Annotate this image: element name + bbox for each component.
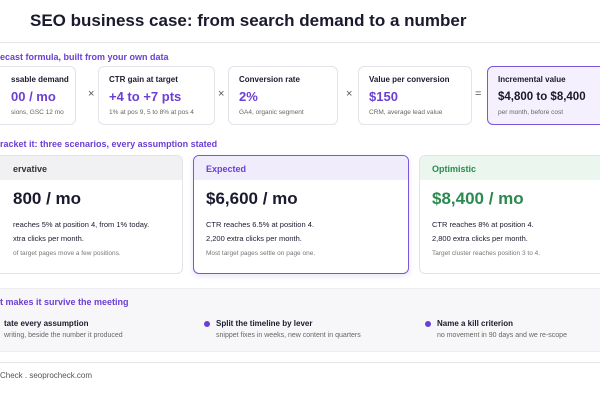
tip-text: writing, beside the number it produced	[4, 332, 123, 339]
card-label: Incremental value	[498, 75, 566, 84]
card-note: GA4, organic segment	[239, 109, 304, 116]
scenario-value: $8,400 / mo	[432, 189, 524, 208]
card-value: +4 to +7 pts	[109, 89, 182, 104]
card-value: 2%	[239, 89, 258, 104]
operator: ×	[346, 88, 353, 100]
operator: ×	[218, 88, 225, 100]
scenario-name: Optimistic	[420, 156, 600, 180]
scenario-value: 800 / mo	[13, 189, 82, 208]
scenario-card: Expected $6,600 / mo CTR reaches 6.5% at p…	[193, 155, 409, 274]
card-value: $150	[369, 89, 398, 104]
card-label: Conversion rate	[239, 75, 300, 84]
title: SEO business case: from search demand to…	[30, 11, 467, 30]
section-heading: t makes it survive the meeting	[0, 297, 129, 307]
formula-card: Value per conversion $150 CRM, average lea…	[358, 66, 472, 125]
card-note: 1% at pos 9, 5 to 8% at pos 4	[109, 109, 194, 116]
card-label: CTR gain at target	[109, 75, 178, 84]
scenario-note: Target cluster reaches position 3 to 4.	[432, 250, 541, 257]
scenario-line: CTR reaches 6.5% at position 4.	[206, 220, 314, 229]
card-label: ssable demand	[11, 75, 69, 84]
tips-panel	[0, 288, 600, 352]
scenario-card: ervative 800 / mo reaches 5% at position 4…	[0, 155, 183, 274]
card-note: per month, before cost	[498, 109, 564, 116]
card-note: CRM, average lead value	[369, 109, 443, 116]
formula-card: Conversion rate 2% GA4, organic segment	[228, 66, 338, 125]
scenario-line: CTR reaches 8% at position 4.	[432, 220, 534, 229]
section-heading: ecast formula, built from your own data	[0, 52, 169, 62]
scenario-note: Most target pages settle on page one.	[206, 250, 316, 257]
scenario-note: of target pages move a few positions.	[13, 250, 121, 257]
operator: ×	[88, 88, 95, 100]
scenario-line: xtra clicks per month.	[13, 234, 84, 243]
divider	[0, 42, 600, 43]
scenario-line: 2,200 extra clicks per month.	[206, 234, 302, 243]
tip-title: tate every assumption	[4, 319, 89, 328]
formula-card: CTR gain at target +4 to +7 pts 1% at pos …	[98, 66, 215, 125]
scenario-line: 2,800 extra clicks per month.	[432, 234, 528, 243]
scenario-line: reaches 5% at position 4, from 1% today.	[13, 220, 150, 229]
card-value: 00 / mo	[11, 89, 56, 104]
scenario-card: Optimistic $8,400 / mo CTR reaches 8% at p…	[419, 155, 600, 274]
tip-title: Split the timeline by lever	[216, 319, 313, 328]
section-heading: racket it: three scenarios, every assump…	[0, 139, 218, 149]
tip-title: Name a kill criterion	[437, 319, 514, 328]
scenario-name: ervative	[0, 156, 182, 180]
scenario-name: Expected	[194, 156, 408, 180]
bullet	[204, 321, 210, 327]
card-note: sions, GSC 12 mo	[11, 109, 64, 116]
footer: Check . seoprocheck.com	[0, 371, 93, 380]
divider	[0, 362, 600, 363]
operator: =	[475, 88, 482, 100]
card-value: $4,800 to $8,400	[498, 91, 586, 103]
bullet	[425, 321, 431, 327]
tip-text: snippet fixes in weeks, new content in q…	[216, 332, 361, 339]
card-label: Value per conversion	[369, 75, 450, 84]
tip-text: no movement in 90 days and we re-scope	[437, 332, 567, 339]
scenario-value: $6,600 / mo	[206, 189, 298, 208]
formula-card: Incremental value $4,800 to $8,400 per mon…	[487, 66, 600, 125]
formula-card: ssable demand 00 / mo sions, GSC 12 mo	[0, 66, 76, 125]
